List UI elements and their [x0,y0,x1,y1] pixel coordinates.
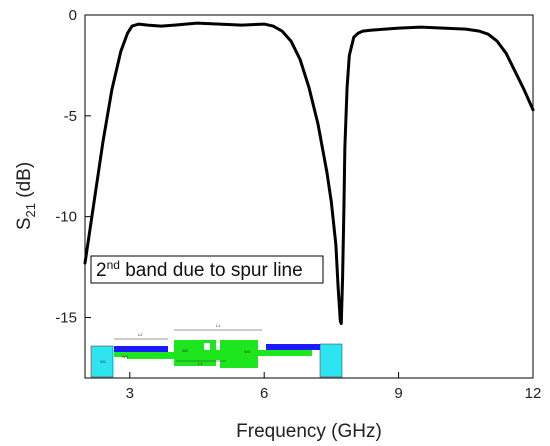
inset-label-w4: W4 [244,349,251,354]
inset-green-block-right [220,340,258,368]
inset-blue-line-left [114,346,168,352]
series-s21-line [83,21,535,326]
y-tick-label: 0 [69,7,77,24]
inset-white-gap [204,343,210,350]
inset-blue-line-right [266,344,320,350]
y-tick-label: -5 [64,108,77,125]
inset-green-stub-left [127,355,174,359]
inset-label-l3: L3 [198,361,203,366]
x-axis-ticks: 3 6 9 12 [126,372,542,402]
y-tick-label: -10 [55,209,77,226]
x-tick-label: 9 [394,385,402,402]
y-axis-title: S21 (dB) [14,162,38,230]
y-axis-title-sub: 21 [23,203,38,217]
x-tick-label: 6 [260,385,268,402]
annotation-box: 2nd band due to spur line [90,255,324,284]
inset-label-w1: W1 [100,359,107,364]
annotation-superscript: nd [107,258,120,272]
inset-label-w3: W3 [122,354,129,359]
x-tick-label: 12 [525,385,542,402]
y-axis-title-main: S [14,217,35,230]
plot-frame [84,14,534,379]
inset-circuit-layout: L2 L1 W2 W3 L3 W1 W4 [90,323,343,378]
y-axis-title-rest: (dB) [14,162,35,203]
y-tick-label: -15 [55,310,77,327]
inset-label-l2: L2 [138,332,143,337]
annotation-text: 2nd band due to spur line [96,258,303,281]
inset-green-line-left [114,352,174,357]
inset-label-w2: W2 [182,348,189,353]
annotation-prefix: 2 [96,260,107,281]
annotation-frame [90,255,324,284]
inset-port-right [319,343,343,378]
inset-green-bridge [216,350,220,360]
inset-green-line-right [258,350,312,356]
inset-port-left [90,345,114,378]
x-tick-label: 3 [126,385,134,402]
annotation-rest: band due to spur line [120,260,303,281]
x-axis-title: Frequency (GHz) [236,421,382,442]
inset-label-l1: L1 [216,323,221,328]
y-axis-ticks: 0 -5 -10 -15 [55,7,91,327]
